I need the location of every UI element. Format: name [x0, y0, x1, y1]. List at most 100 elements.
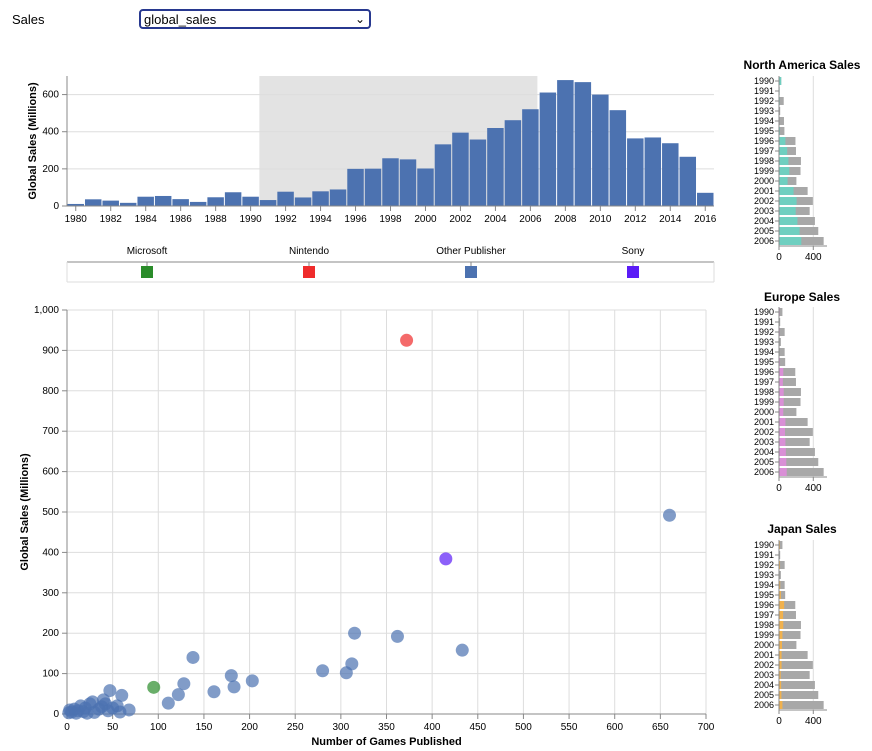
legend-label: Microsoft: [127, 246, 168, 257]
small-chart-highlight-bar: [779, 207, 796, 215]
timeline-bar: [102, 200, 119, 206]
scatter-y-tick-label: 900: [42, 345, 59, 356]
small-chart-bar: [779, 318, 781, 326]
small-chart-x-tick-label: 400: [805, 716, 822, 727]
timeline-bar: [224, 192, 242, 206]
timeline-bar: [469, 139, 487, 206]
timeline-bar: [172, 199, 189, 206]
small-chart-highlight-bar: [779, 671, 781, 679]
small-chart-highlight-bar: [779, 237, 802, 245]
small-chart-x-tick-label: 0: [776, 716, 782, 727]
small-chart-bar: [779, 601, 796, 609]
timeline-bar: [679, 156, 697, 206]
timeline-x-tick-label: 2004: [484, 214, 507, 225]
scatter-y-tick-label: 700: [42, 426, 59, 437]
timeline-x-tick-label: 1990: [239, 214, 262, 225]
timeline-x-tick-label: 2000: [414, 214, 437, 225]
scatter-y-tick-label: 100: [42, 669, 59, 680]
small-chart-highlight-bar: [779, 581, 781, 589]
legend-label: Nintendo: [289, 246, 329, 257]
small-chart-bar: [779, 541, 783, 549]
small-chart-year-label: 1991: [754, 317, 774, 327]
small-chart-highlight-bar: [779, 197, 797, 205]
small-chart-year-label: 2000: [754, 176, 774, 186]
timeline-bar: [294, 197, 312, 206]
timeline-x-tick-label: 1986: [170, 214, 193, 225]
legend-swatch-microsoft: [141, 266, 153, 278]
timeline-bar: [487, 128, 504, 206]
small-chart-highlight-bar: [779, 611, 784, 619]
scatter-y-tick-label: 400: [42, 547, 59, 558]
small-chart-bar: [779, 97, 784, 105]
legend-label: Sony: [622, 246, 645, 257]
timeline-x-tick-label: 1982: [100, 214, 123, 225]
timeline-bar: [329, 189, 347, 206]
timeline-bar: [277, 191, 294, 206]
europe-sales-chart: Europe Sales 0 400 199019911992199319941995…: [754, 290, 840, 494]
small-chart-highlight-bar: [779, 388, 784, 396]
timeline-bar-chart[interactable]: 0 200 400 600 1980 1982 1984 1986 1988 1990 1992 19…: [27, 76, 717, 225]
scatter-x-tick-label: 700: [698, 722, 715, 733]
timeline-bar: [84, 199, 102, 206]
small-chart-year-label: 2001: [754, 650, 774, 660]
scatter-point: [147, 680, 161, 694]
small-chart-highlight-bar: [779, 418, 786, 426]
timeline-y-tick-label: 600: [42, 90, 59, 101]
timeline-bar: [557, 80, 574, 206]
timeline-x-tick-label: 2012: [624, 214, 647, 225]
timeline-bar: [67, 203, 84, 206]
small-chart-year-label: 1995: [754, 357, 774, 367]
small-chart-highlight-bar: [779, 187, 794, 195]
small-chart-bar: [779, 308, 783, 316]
scatter-point: [80, 706, 94, 720]
legend-swatch-nintendo: [303, 266, 315, 278]
small-chart-highlight-bar: [779, 701, 783, 709]
scatter-point: [224, 669, 238, 683]
small-chart-year-label: 1996: [754, 367, 774, 377]
small-chart-year-label: 1995: [754, 126, 774, 136]
small-chart-year-label: 1994: [754, 580, 774, 590]
timeline-bar: [417, 168, 434, 206]
small-chart-year-label: 2002: [754, 427, 774, 437]
timeline-x-tick-label: 1992: [274, 214, 297, 225]
timeline-x-tick-label: 2002: [449, 214, 472, 225]
small-chart-year-label: 1997: [754, 146, 774, 156]
small-chart-year-label: 2000: [754, 407, 774, 417]
small-chart-highlight-bar: [779, 398, 784, 406]
timeline-bar: [522, 109, 539, 206]
timeline-y-tick-label: 400: [42, 127, 59, 138]
publisher-legend[interactable]: Microsoft Nintendo Other Publisher Sony: [66, 246, 715, 283]
small-chart-bar: [779, 338, 781, 346]
scatter-y-tick-label: 1,000: [34, 305, 59, 316]
small-chart-bar: [779, 147, 796, 155]
timeline-y-tick-label: 200: [42, 164, 59, 175]
small-chart-year-label: 1991: [754, 86, 774, 96]
small-chart-highlight-bar: [779, 561, 781, 569]
scatter-y-axis-title: Global Sales (Millions): [19, 453, 31, 571]
small-chart-highlight-bar: [779, 601, 785, 609]
timeline-bar: [154, 195, 172, 206]
timeline-bar: [452, 132, 469, 206]
small-chart-year-label: 1998: [754, 387, 774, 397]
small-chart-highlight-bar: [779, 428, 785, 436]
publisher-scatter-plot[interactable]: 0 50 100 150 200 250 300 350 400 450 500 550 600 650 7…: [19, 305, 715, 748]
small-chart-bar: [779, 358, 786, 366]
small-chart-year-label: 1993: [754, 337, 774, 347]
small-chart-bar: [779, 438, 810, 446]
small-chart-highlight-bar: [779, 438, 786, 446]
small-chart-highlight-bar: [779, 217, 798, 225]
small-chart-year-label: 1991: [754, 550, 774, 560]
small-chart-highlight-bar: [779, 691, 782, 699]
small-chart-year-label: 1998: [754, 620, 774, 630]
small-chart-highlight-bar: [779, 621, 784, 629]
small-chart-year-label: 1994: [754, 116, 774, 126]
timeline-bar: [207, 197, 224, 206]
timeline-x-tick-label: 2010: [589, 214, 612, 225]
scatter-x-tick-label: 300: [333, 722, 350, 733]
small-chart-bar: [779, 611, 796, 619]
sales-dropdown[interactable]: global_sales ⌄: [139, 9, 371, 29]
small-chart-highlight-bar: [779, 631, 783, 639]
small-chart-year-label: 1994: [754, 347, 774, 357]
small-chart-bar: [779, 117, 784, 125]
